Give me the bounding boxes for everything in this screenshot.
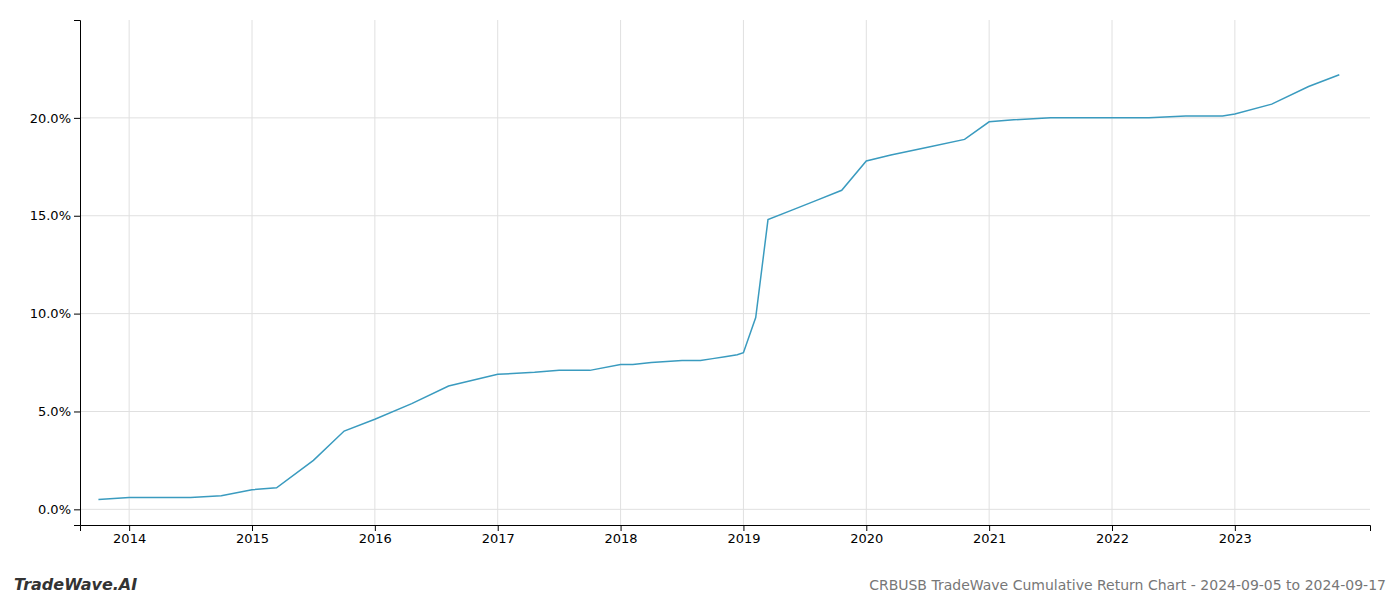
x-tick-label: 2016	[359, 531, 392, 546]
grid-line-y	[80, 411, 1370, 412]
axis-line	[74, 21, 81, 526]
x-tick-mark	[252, 525, 253, 531]
y-tick-mark	[74, 314, 80, 315]
y-tick-mark	[74, 411, 80, 412]
y-tick-label: 0.0%	[38, 502, 71, 517]
x-tick-label: 2019	[727, 531, 760, 546]
x-tick: 2015	[236, 525, 269, 546]
x-tick-label: 2017	[482, 531, 515, 546]
grid-line-x	[252, 20, 253, 525]
grid-line-y	[80, 215, 1370, 216]
x-tick: 2014	[113, 525, 146, 546]
x-tick-mark	[1112, 525, 1113, 531]
grid-line-x	[129, 20, 130, 525]
x-tick-label: 2023	[1219, 531, 1252, 546]
x-tick-mark	[989, 525, 990, 531]
y-tick-label: 20.0%	[30, 111, 71, 126]
title: CRBUSB TradeWave Cumulative Return Chart…	[869, 577, 1386, 593]
x-tick: 2018	[605, 525, 638, 546]
x-tick: 2017	[482, 525, 515, 546]
grid-line-x	[620, 20, 621, 525]
x-tick: 2023	[1219, 525, 1252, 546]
x-tick-label: 2015	[236, 531, 269, 546]
grid-line-x	[743, 20, 744, 525]
grid-line-x	[866, 20, 867, 525]
grid-line-y	[80, 117, 1370, 118]
data-line	[98, 75, 1339, 500]
y-tick: 20.0%	[30, 111, 80, 126]
grid-line-x	[1234, 20, 1235, 525]
chart: 2014 2015 2016 2017 2018 2019 2020 2021 2022 2023…	[0, 0, 1400, 600]
x-tick-label: 2022	[1096, 531, 1129, 546]
grid-line-x	[1112, 20, 1113, 525]
x-tick: 2021	[973, 525, 1006, 546]
x-tick-label: 2020	[850, 531, 883, 546]
x-tick-mark	[375, 525, 376, 531]
x-tick-mark	[621, 525, 622, 531]
axis-line	[81, 526, 1371, 532]
plot-area	[98, 75, 1339, 500]
grid	[80, 20, 1370, 525]
grid-line-x	[374, 20, 375, 525]
y-tick: 5.0%	[38, 404, 80, 419]
y-tick: 15.0%	[30, 208, 80, 223]
x-tick: 2019	[727, 525, 760, 546]
y-tick-label: 10.0%	[30, 306, 71, 321]
x-tick-mark	[866, 525, 867, 531]
y-tick-label: 15.0%	[30, 208, 71, 223]
grid-line-x	[497, 20, 498, 525]
x-tick-label: 2018	[605, 531, 638, 546]
x-tick-mark	[1235, 525, 1236, 531]
x-tick-mark	[743, 525, 744, 531]
y-tick-mark	[74, 216, 80, 217]
x-tick-mark	[498, 525, 499, 531]
y-tick-mark	[74, 509, 80, 510]
y-tick-label: 5.0%	[38, 404, 71, 419]
x-axis: 2014 2015 2016 2017 2018 2019 2020 2021 2022 2023	[81, 525, 1371, 546]
x-tick: 2020	[850, 525, 883, 546]
watermark: TradeWave.AI	[14, 575, 137, 594]
x-tick-label: 2014	[113, 531, 146, 546]
grid-line-y	[80, 313, 1370, 314]
y-tick-mark	[74, 118, 80, 119]
x-tick: 2022	[1096, 525, 1129, 546]
x-tick-label: 2021	[973, 531, 1006, 546]
grid-line-x	[989, 20, 990, 525]
x-tick: 2016	[359, 525, 392, 546]
x-tick-mark	[129, 525, 130, 531]
y-axis: 0.0% 5.0% 10.0% 15.0% 20.0%	[30, 21, 81, 526]
y-tick: 0.0%	[38, 502, 80, 517]
grid-line-y	[80, 509, 1370, 510]
y-tick: 10.0%	[30, 306, 80, 321]
